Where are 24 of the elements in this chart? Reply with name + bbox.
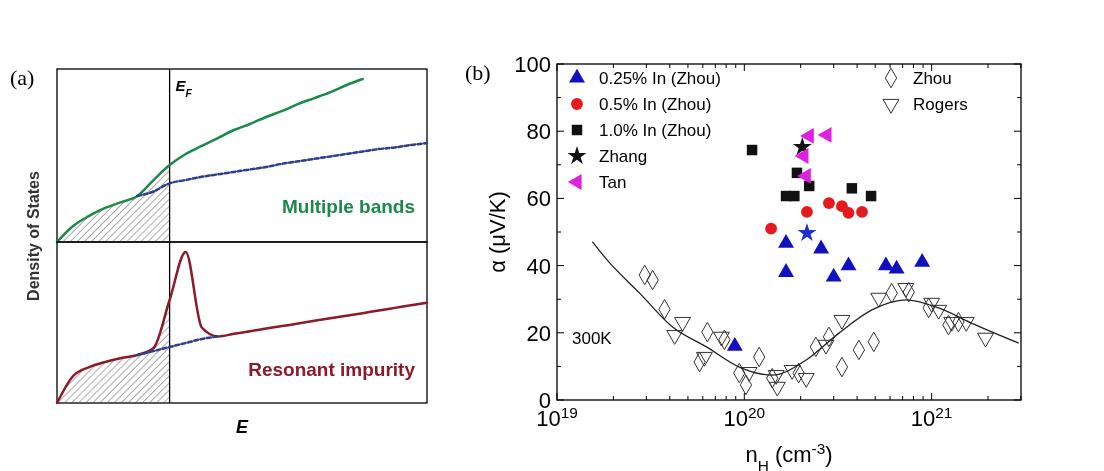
y-axis-title: α (μV/K)	[485, 191, 510, 273]
annotation: 300K	[572, 329, 613, 348]
text: Multiple bands	[282, 195, 415, 217]
x-axis-title: n$_{H}$ (cm$^{-3}$)	[745, 439, 833, 471]
y-tick-label: 100	[514, 52, 551, 77]
x-tick-label: 10$^{21}$	[910, 403, 953, 431]
legend-label: Tan	[599, 173, 627, 192]
legend-label: Rogers	[913, 95, 968, 114]
annotation: E$_{F}$	[175, 77, 193, 99]
chart-title: (a)	[10, 65, 35, 90]
x-tick-label: 10$^{20}$	[723, 403, 766, 431]
legend-label: Zhang	[599, 147, 648, 166]
legend-label: 1.0% In (Zhou)	[599, 121, 712, 140]
y-axis-title: Density of States	[25, 170, 42, 301]
legend-label: 0.25% In (Zhou)	[599, 69, 721, 88]
chart-title: (b)	[465, 60, 491, 85]
series-label: Resonant impurity	[248, 358, 416, 380]
y-tick-label: 80	[526, 119, 551, 145]
y-tick-label: 20	[526, 320, 551, 346]
legend-label: Zhou	[913, 69, 952, 88]
legend-label: 0.5% In (Zhou)	[599, 95, 712, 114]
x-axis-title: E	[235, 417, 249, 437]
y-tick-label: 40	[526, 253, 551, 279]
y-tick-label: 60	[526, 186, 551, 212]
